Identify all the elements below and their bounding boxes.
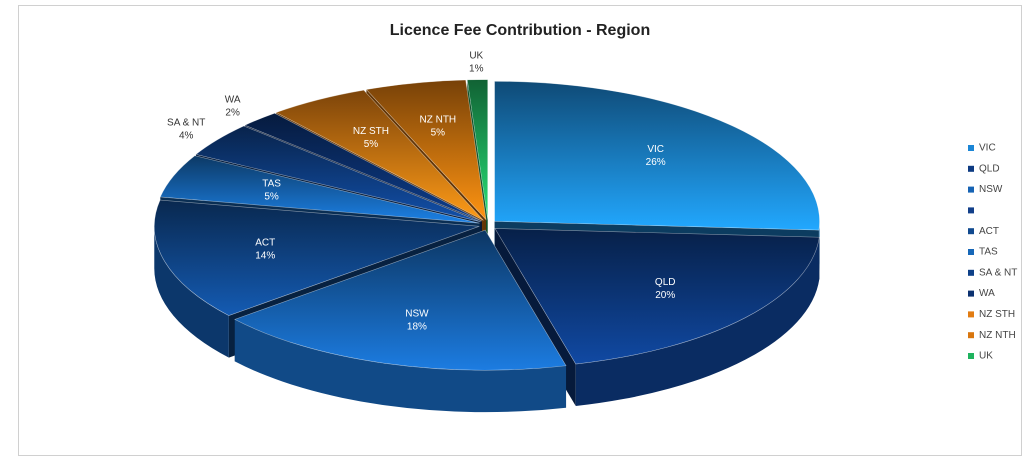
legend-swatch (968, 269, 974, 276)
pie-slice (466, 79, 489, 220)
legend-label: QLD (979, 163, 1000, 174)
legend-label: TAS (979, 247, 998, 258)
pie-slice (275, 89, 484, 221)
data-label: 1% (469, 64, 484, 75)
chart-title: Licence Fee Contribution - Region (390, 22, 650, 39)
data-label: 4% (179, 130, 194, 141)
data-label-name: QLD (655, 277, 676, 288)
legend-swatch (968, 165, 974, 172)
legend-swatch (968, 207, 974, 214)
data-label: 26% (646, 157, 666, 168)
legend-label: ACT (979, 226, 999, 237)
legend-swatch (968, 290, 974, 297)
data-label-name: ACT (255, 238, 275, 249)
pie-slice (154, 199, 480, 316)
pie-slice (195, 125, 481, 223)
legend-label: UK (979, 351, 993, 362)
legend-swatch (968, 353, 974, 359)
data-label: 5% (264, 192, 279, 203)
data-label-name: SA & NT (167, 117, 205, 128)
pie-slice (244, 112, 482, 222)
pie-slice (159, 155, 480, 224)
legend-swatch (968, 332, 974, 339)
data-label-name: UK (469, 51, 483, 62)
data-label-name: WA (225, 94, 241, 105)
legend-label: WA (979, 288, 995, 299)
data-label: 14% (255, 251, 275, 262)
legend-swatch (968, 228, 974, 235)
data-label: 5% (364, 139, 379, 150)
legend-label: NZ NTH (979, 330, 1016, 341)
pie-slice (494, 81, 820, 231)
pie-slice (365, 79, 487, 221)
pie-slice (494, 228, 820, 365)
data-label-name: TAS (262, 179, 281, 190)
data-label: 5% (431, 127, 446, 138)
legend-swatch (968, 145, 974, 151)
legend-label: VIC (979, 143, 996, 154)
pie-slice (234, 229, 567, 371)
data-label: 18% (407, 321, 427, 332)
legend-label: NSW (979, 184, 1003, 195)
slice-side (575, 237, 820, 407)
slice-side (234, 319, 567, 413)
slice-side (154, 226, 229, 358)
legend-swatch (968, 186, 974, 193)
legend-swatch (968, 249, 974, 255)
legend-label: NZ STH (979, 309, 1015, 320)
data-label-name: NZ NTH (419, 114, 456, 125)
data-label: 2% (225, 107, 240, 118)
legend-swatch (968, 311, 974, 318)
data-label: 20% (655, 290, 675, 301)
data-label-name: NZ STH (353, 126, 389, 137)
legend-label: SA & NT (979, 267, 1017, 278)
data-label-name: VIC (647, 144, 664, 155)
data-label-name: NSW (405, 308, 429, 319)
